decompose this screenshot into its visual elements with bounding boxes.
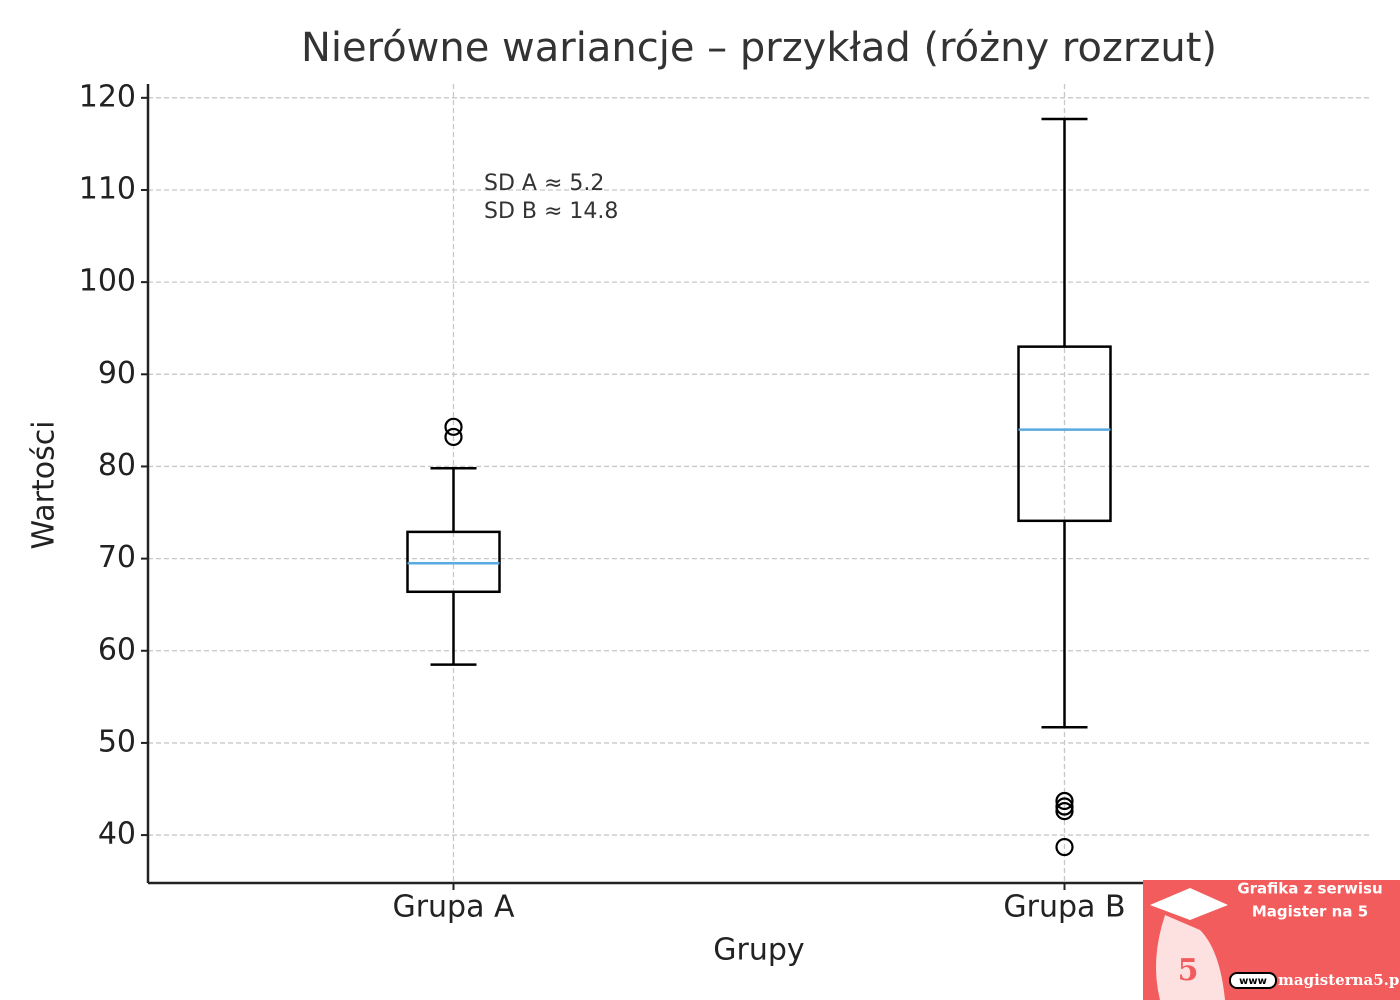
y-tick-label: 60 [98, 632, 136, 667]
y-tick-label: 100 [79, 264, 136, 299]
annotation: SD B ≈ 14.8 [484, 199, 618, 224]
outlier [444, 417, 463, 436]
chart-title: Nierówne wariancje – przykład (różny roz… [301, 25, 1217, 71]
y-tick-label: 90 [98, 356, 136, 391]
x-axis-label: Grupy [713, 933, 804, 968]
y-tick-label: 40 [98, 817, 136, 852]
outlier [1055, 797, 1074, 816]
url-pill [1229, 972, 1277, 989]
x-tick-label: Grupa B [1003, 890, 1125, 925]
plot-area [141, 84, 1370, 883]
watermark-site: magisterna5.pl [1278, 971, 1400, 989]
watermark-text: Magister na 5 [1252, 903, 1368, 921]
watermark-logo: 5 [1178, 953, 1199, 988]
y-axis-label: Wartości [27, 420, 62, 549]
watermark-text: Grafika z serwisu [1237, 880, 1382, 898]
y-tick-label: 110 [79, 171, 136, 206]
y-tick-label: 80 [98, 448, 136, 483]
cap-icon [1150, 888, 1228, 920]
y-tick-label: 120 [79, 79, 136, 114]
y-tick-label: 70 [98, 540, 136, 575]
outlier [1055, 802, 1074, 821]
outlier [1055, 791, 1074, 811]
box [1017, 345, 1112, 523]
box [406, 530, 501, 594]
watermark: 5 Grafika z serwisu Magister na 5 www ma… [1143, 880, 1400, 1000]
figure-icon [1156, 915, 1225, 1000]
outlier [444, 427, 463, 447]
x-tick-label: Grupa A [392, 890, 515, 925]
annotation: SD A ≈ 5.2 [484, 171, 604, 196]
y-tick-label: 50 [98, 724, 136, 759]
outlier [1055, 837, 1074, 857]
watermark-url: www [1239, 976, 1267, 987]
